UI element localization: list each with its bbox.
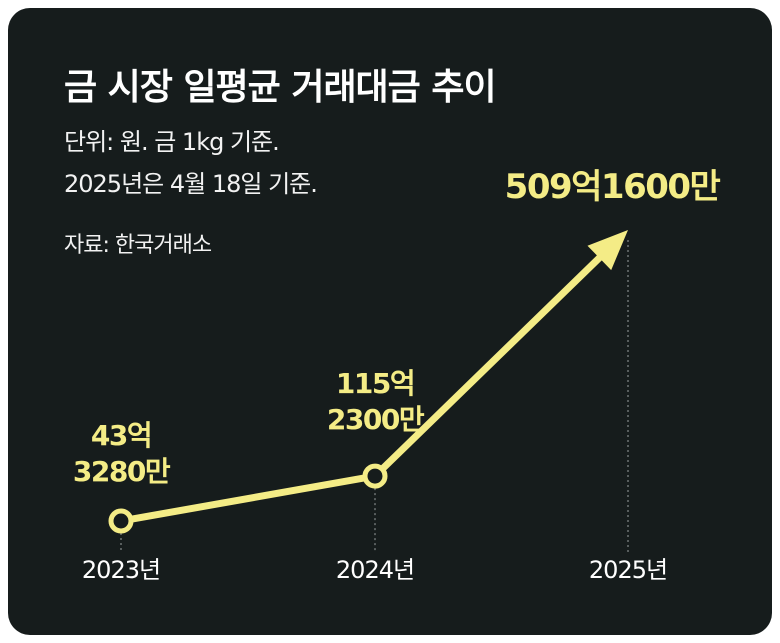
source-note: 자료: 한국거래소 bbox=[64, 233, 212, 258]
data-label: 2300만 bbox=[327, 403, 425, 436]
x-tick-label: 2025년 bbox=[589, 556, 667, 584]
data-label: 43억 bbox=[91, 419, 151, 452]
chart-card: 금 시장 일평균 거래대금 추이 단위: 원. 금 1kg 기준. 2025년은… bbox=[8, 8, 772, 635]
chart-title: 금 시장 일평균 거래대금 추이 bbox=[64, 67, 497, 108]
arrowhead-marker bbox=[587, 230, 628, 271]
data-label: 115억 bbox=[336, 367, 414, 400]
x-tick-label: 2024년 bbox=[336, 556, 414, 584]
data-point bbox=[362, 463, 388, 489]
x-tick-label: 2023년 bbox=[82, 556, 160, 584]
data-label: 509억1600만 bbox=[505, 167, 721, 207]
date-note: 2025년은 4월 18일 기준. bbox=[64, 170, 318, 198]
series-line-segment bbox=[117, 472, 379, 525]
data-label: 3280만 bbox=[73, 455, 171, 488]
data-point bbox=[108, 508, 134, 534]
unit-note: 단위: 원. 금 1kg 기준. bbox=[64, 128, 280, 156]
series-line-segment bbox=[371, 250, 608, 480]
